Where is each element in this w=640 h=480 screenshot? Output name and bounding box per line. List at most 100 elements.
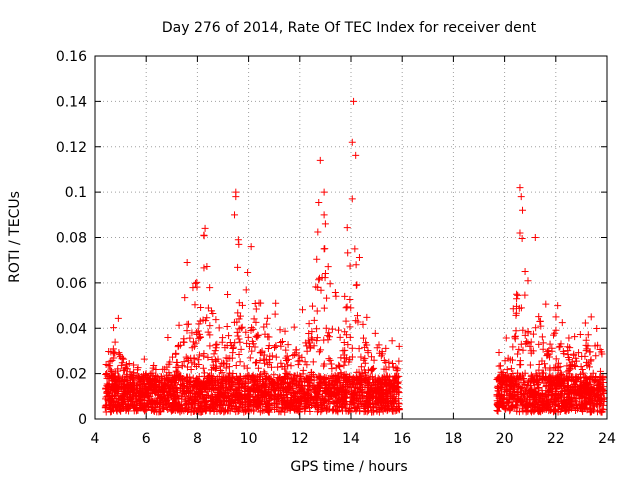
data-point [510, 382, 518, 390]
data-point [190, 398, 198, 406]
data-point [331, 373, 339, 381]
data-point [345, 358, 353, 366]
data-point [527, 349, 535, 357]
data-point [352, 317, 360, 325]
chart-title: Day 276 of 2014, Rate Of TEC Index for r… [162, 20, 537, 36]
data-point [181, 393, 189, 401]
data-point [346, 333, 354, 341]
data-point [272, 353, 280, 361]
data-point [321, 269, 329, 277]
data-point [556, 392, 564, 400]
data-point [187, 366, 195, 374]
data-point [291, 376, 299, 384]
data-point [212, 341, 220, 349]
data-point [232, 361, 240, 369]
data-point [206, 322, 214, 330]
data-point [361, 403, 369, 411]
data-point [583, 361, 591, 369]
data-point [342, 370, 350, 378]
data-point [286, 406, 294, 414]
data-point [129, 393, 137, 401]
data-point [314, 228, 322, 236]
data-point [274, 392, 282, 400]
data-point [590, 401, 598, 409]
data-point [128, 392, 136, 400]
data-point [231, 211, 239, 219]
data-point [337, 381, 345, 389]
data-point [353, 281, 361, 289]
data-point [524, 327, 532, 335]
data-point [566, 403, 574, 411]
data-point [503, 395, 511, 403]
data-point [254, 386, 262, 394]
data-point [384, 397, 392, 405]
data-point [107, 368, 115, 376]
data-point [337, 354, 345, 362]
x-axis-ticks: 4 6 8 10 12 14 16 18 20 22 24 [91, 56, 616, 447]
data-point [328, 325, 336, 333]
data-point [265, 406, 273, 414]
data-point [389, 363, 397, 371]
data-point [292, 346, 300, 354]
data-point [365, 396, 373, 404]
data-point [163, 388, 171, 396]
data-point [320, 362, 328, 370]
data-point [495, 362, 503, 370]
data-point [559, 347, 567, 355]
data-point [357, 385, 365, 393]
data-point [324, 387, 332, 395]
data-point [369, 375, 376, 383]
data-point [342, 331, 350, 339]
data-point [348, 138, 356, 146]
data-point [576, 394, 584, 402]
data-point [220, 374, 228, 382]
data-point [313, 307, 321, 315]
data-point [512, 327, 520, 335]
data-point [145, 403, 153, 411]
data-point [171, 392, 179, 400]
data-point [249, 385, 257, 393]
data-point [134, 364, 142, 372]
data-point [357, 363, 365, 371]
data-point [351, 245, 359, 253]
data-point [111, 349, 119, 357]
data-point [265, 333, 273, 341]
data-point [584, 388, 592, 396]
data-point [242, 328, 250, 336]
data-point [524, 277, 532, 285]
data-point [548, 388, 556, 396]
data-point [562, 407, 570, 415]
data-point [191, 279, 199, 287]
data-point [343, 378, 351, 386]
data-point [310, 342, 318, 350]
data-point [204, 304, 212, 312]
data-point [532, 393, 540, 401]
data-point [248, 324, 256, 332]
data-point [315, 276, 323, 284]
data-point [265, 396, 273, 404]
data-point [591, 376, 599, 384]
data-point [241, 406, 249, 414]
data-point [175, 321, 183, 329]
data-point [599, 401, 607, 409]
data-point [116, 403, 124, 411]
data-point [258, 347, 266, 355]
data-point [512, 374, 520, 382]
data-point [357, 375, 365, 383]
data-point [344, 249, 352, 257]
data-point [579, 402, 587, 410]
data-point [193, 328, 201, 336]
data-point [511, 391, 519, 399]
data-point [325, 329, 333, 337]
data-point [171, 407, 179, 415]
data-point [303, 347, 311, 355]
data-point [180, 338, 188, 346]
data-point [197, 402, 205, 410]
data-point [292, 403, 300, 411]
data-point [235, 396, 243, 404]
data-point [352, 281, 360, 289]
data-point [246, 354, 254, 362]
data-point [578, 403, 586, 411]
data-point [342, 398, 350, 406]
